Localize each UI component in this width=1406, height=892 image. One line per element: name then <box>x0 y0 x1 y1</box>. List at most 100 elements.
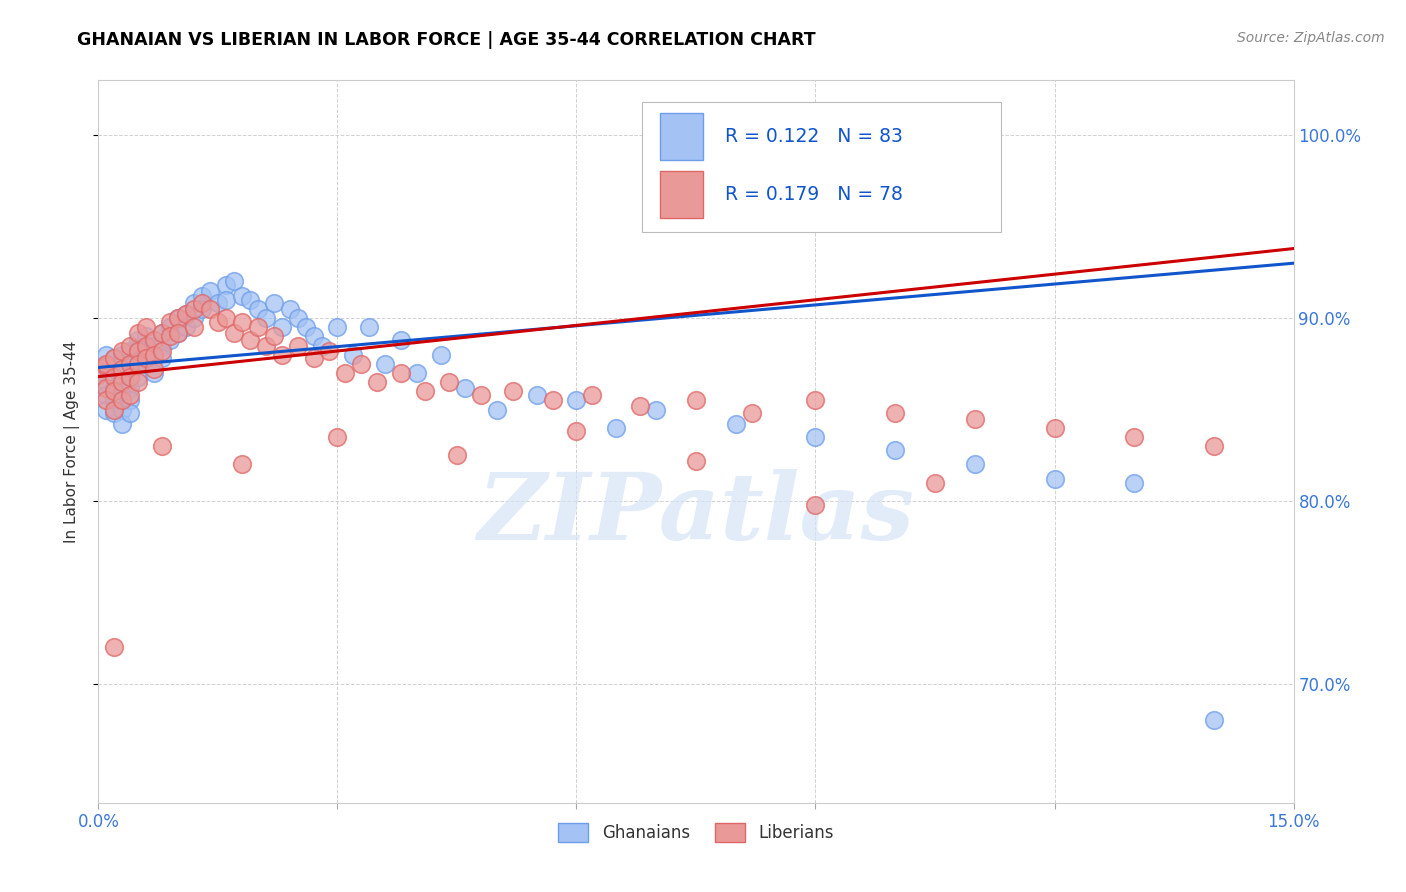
FancyBboxPatch shape <box>661 170 703 218</box>
Text: R = 0.122   N = 83: R = 0.122 N = 83 <box>724 127 903 145</box>
Point <box>135 351 157 366</box>
Point <box>1202 439 1225 453</box>
Point <box>628 399 651 413</box>
Point <box>111 348 134 362</box>
Point <box>120 355 142 369</box>
FancyBboxPatch shape <box>661 112 703 160</box>
Point <box>804 430 827 444</box>
Point <box>207 315 229 329</box>
Point <box>120 369 142 384</box>
Point <box>159 333 181 347</box>
Point <box>605 421 627 435</box>
Point <box>183 311 205 326</box>
Point <box>287 338 309 352</box>
Point <box>183 296 205 310</box>
Y-axis label: In Labor Force | Age 35-44: In Labor Force | Age 35-44 <box>65 341 80 542</box>
Point <box>246 320 269 334</box>
Point <box>804 498 827 512</box>
Point <box>183 301 205 316</box>
Point <box>111 417 134 432</box>
Point <box>120 406 142 420</box>
Point <box>143 362 166 376</box>
Point <box>198 301 221 316</box>
Point <box>326 430 349 444</box>
Point <box>254 311 277 326</box>
Point <box>318 343 340 358</box>
Point <box>222 326 245 340</box>
Point <box>96 375 118 389</box>
Point <box>120 393 142 408</box>
Point <box>135 329 157 343</box>
Point <box>111 384 134 399</box>
Point <box>96 388 118 402</box>
Point <box>685 393 707 408</box>
Point <box>143 351 166 366</box>
Point <box>485 402 508 417</box>
Point <box>724 417 747 432</box>
Point <box>87 368 110 382</box>
Point <box>127 375 149 389</box>
Point <box>143 348 166 362</box>
Point <box>389 333 412 347</box>
Point <box>1043 421 1066 435</box>
Point <box>231 315 253 329</box>
Point <box>150 351 173 366</box>
Point <box>254 338 277 352</box>
FancyBboxPatch shape <box>643 102 1001 232</box>
Point <box>111 343 134 358</box>
Point <box>884 406 907 420</box>
Point <box>565 393 588 408</box>
Point <box>150 326 173 340</box>
Point <box>127 369 149 384</box>
Point <box>135 320 157 334</box>
Point <box>167 311 190 326</box>
Point <box>366 375 388 389</box>
Point <box>103 384 125 399</box>
Point <box>231 458 253 472</box>
Point <box>406 366 429 380</box>
Point <box>311 338 333 352</box>
Point <box>120 381 142 395</box>
Point <box>413 384 436 399</box>
Point <box>207 296 229 310</box>
Point <box>263 329 285 343</box>
Point <box>120 369 142 384</box>
Point <box>215 293 238 307</box>
Point <box>222 275 245 289</box>
Point <box>263 296 285 310</box>
Text: ZIPatlas: ZIPatlas <box>478 469 914 558</box>
Point <box>150 439 173 453</box>
Point <box>1123 475 1146 490</box>
Point <box>127 357 149 371</box>
Point <box>287 311 309 326</box>
Point <box>111 366 134 380</box>
Point <box>581 388 603 402</box>
Point <box>215 278 238 293</box>
Point <box>335 366 357 380</box>
Point <box>215 311 238 326</box>
Point <box>159 320 181 334</box>
Point <box>191 289 214 303</box>
Text: R = 0.179   N = 78: R = 0.179 N = 78 <box>724 185 903 203</box>
Point <box>342 348 364 362</box>
Point <box>120 357 142 371</box>
Point <box>350 357 373 371</box>
Point <box>103 402 125 417</box>
Point <box>127 333 149 347</box>
Point <box>96 402 118 417</box>
Point <box>963 411 986 425</box>
Point <box>502 384 524 399</box>
Point <box>741 406 763 420</box>
Point <box>159 329 181 343</box>
Point <box>446 448 468 462</box>
Point <box>127 357 149 371</box>
Point <box>167 326 190 340</box>
Point <box>302 351 325 366</box>
Point <box>884 442 907 457</box>
Point <box>120 388 142 402</box>
Point <box>302 329 325 343</box>
Point <box>150 343 173 358</box>
Point <box>143 366 166 380</box>
Point <box>183 320 205 334</box>
Point <box>645 402 668 417</box>
